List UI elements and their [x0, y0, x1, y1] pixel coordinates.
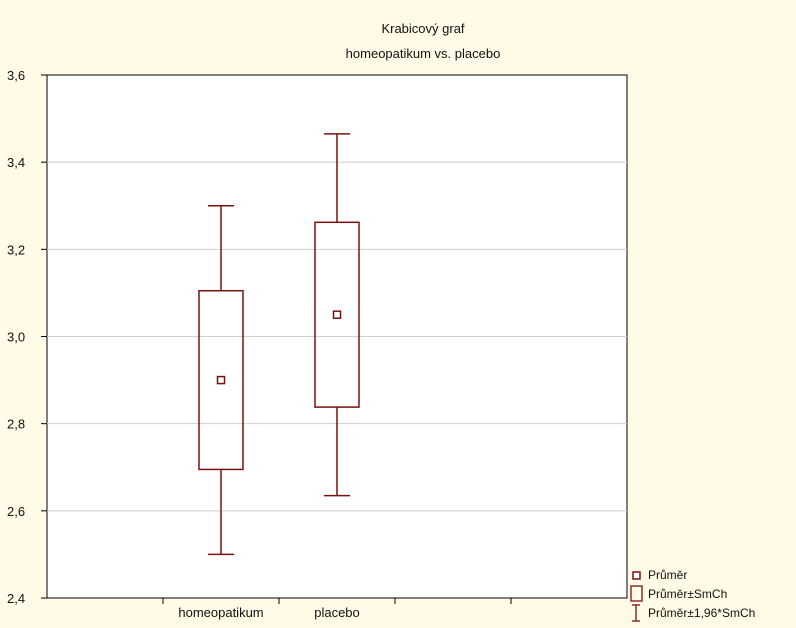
- y-tick-label: 2,8: [7, 417, 25, 432]
- x-tick-label: placebo: [314, 605, 360, 620]
- y-tick-label: 3,4: [7, 155, 25, 170]
- y-tick-label: 2,6: [7, 504, 25, 519]
- chart-subtitle: homeopatikum vs. placebo: [346, 46, 501, 61]
- mean-marker: [216, 375, 226, 385]
- box-series: [198, 133, 360, 556]
- y-tick-label: 3,2: [7, 242, 25, 257]
- box-group-placebo: [314, 133, 360, 497]
- y-tick-label: 2,4: [7, 591, 25, 606]
- x-axis: homeopatikum placebo: [162, 598, 512, 620]
- mean-marker: [332, 310, 342, 319]
- legend-label: Průměr±1,96*SmCh: [648, 606, 755, 620]
- box-rect: [314, 221, 360, 408]
- legend-mean-symbol: [632, 571, 641, 580]
- chart-title: Krabicový graf: [381, 21, 464, 36]
- x-tick-label: homeopatikum: [178, 605, 263, 620]
- box-group-homeopatikum: [198, 205, 244, 556]
- y-axis: 2,4 2,6 2,8 3,0 3,2 3,4 3,6: [7, 68, 47, 606]
- y-tick-label: 3,6: [7, 68, 25, 83]
- box-rect: [198, 289, 244, 471]
- legend-box-symbol: [630, 585, 643, 602]
- legend: Průměr Průměr±SmCh Průměr±1,96*SmCh: [630, 568, 755, 622]
- legend-label: Průměr: [648, 568, 687, 582]
- legend-label: Průměr±SmCh: [648, 587, 727, 601]
- y-tick-label: 3,0: [7, 330, 25, 345]
